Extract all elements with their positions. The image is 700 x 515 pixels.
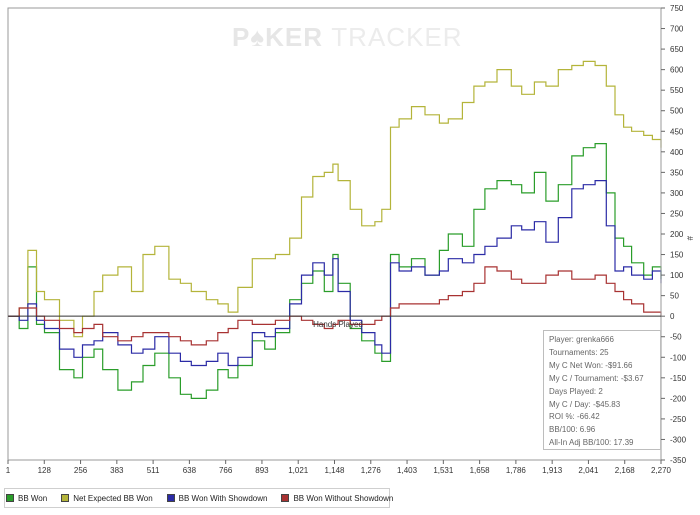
y-tick-label: 750 (670, 4, 684, 13)
legend-item-bb-won[interactable]: BB Won (6, 494, 47, 503)
y-tick-label: 700 (670, 25, 684, 34)
x-tick-label: 638 (183, 466, 197, 475)
y-tick-label: 200 (670, 230, 684, 239)
x-tick-label: 256 (74, 466, 88, 475)
y-tick-label: 450 (670, 127, 684, 136)
stat-days-played: Days Played: 2 (549, 386, 603, 396)
series-line-3 (8, 266, 662, 346)
legend-swatch-without-showdown (281, 494, 290, 502)
x-tick-label: 2,041 (578, 466, 599, 475)
x-tick-label: 128 (38, 466, 52, 475)
legend: BB Won Net Expected BB Won BB Won With S… (6, 490, 407, 506)
x-tick-label: 511 (147, 466, 160, 475)
x-tick-label: 1,276 (361, 466, 382, 475)
axis-layer: 7507006506005505004504003503002502001501… (6, 4, 694, 475)
x-tick-label: 383 (110, 466, 124, 475)
x-tick-label: 1,658 (470, 466, 491, 475)
stat-allin-bb-per-100: All-In Adj BB/100: 17.39 (549, 438, 634, 448)
stat-tournaments: Tournaments: 25 (549, 347, 609, 357)
y-axis-label: # (685, 236, 694, 241)
y-tick-label: 550 (670, 86, 684, 95)
x-axis-label: Hands Played (313, 320, 363, 329)
x-tick-label: 893 (255, 466, 269, 475)
legend-swatch-bb-won (6, 494, 14, 502)
y-tick-label: 650 (670, 45, 684, 54)
y-tick-label: 100 (670, 271, 684, 280)
y-tick-label: -100 (670, 353, 687, 362)
stat-per-tournament: My C / Tournament: -$3.67 (549, 373, 644, 383)
poker-tracker-watermark: P♠KER TRACKER (232, 22, 463, 52)
series-layer (8, 60, 662, 399)
x-tick-label: 1,403 (397, 466, 418, 475)
stat-roi: ROI %: -66.42 (549, 412, 600, 422)
legend-item-with-showdown[interactable]: BB Won With Showdown (166, 493, 268, 503)
stat-per-day: My C / Day: -$45.83 (549, 399, 621, 409)
y-tick-label: 250 (670, 209, 684, 218)
y-tick-label: -300 (670, 435, 687, 444)
y-tick-label: 600 (670, 66, 684, 75)
x-tick-label: 2,168 (615, 466, 636, 475)
legend-label-bb-won: BB Won (18, 493, 48, 503)
stat-net-won: My C Net Won: -$91.66 (549, 360, 633, 370)
legend-item-net-expected[interactable]: Net Expected BB Won (61, 493, 153, 503)
stat-player: Player: grenka666 (549, 335, 614, 344)
stats-panel: Player: grenka666 Tournaments: 25 My C N… (543, 330, 661, 450)
legend-item-without-showdown[interactable]: BB Won Without Showdown (281, 494, 393, 503)
y-tick-label: -200 (670, 394, 687, 403)
x-tick-label: 1,913 (542, 466, 563, 475)
x-tick-label: 766 (219, 466, 233, 475)
y-tick-label: 0 (670, 312, 675, 321)
y-tick-label: 300 (670, 189, 684, 198)
legend-label-net-expected: Net Expected BB Won (73, 493, 153, 503)
stat-bb-per-100: BB/100: 6.96 (549, 425, 596, 435)
legend-frame (4, 488, 390, 508)
x-tick-label: 1,148 (324, 466, 345, 475)
y-tick-label: 350 (670, 168, 684, 177)
y-tick-label: -150 (670, 374, 687, 383)
y-tick-label: -50 (670, 333, 682, 342)
y-tick-label: 500 (670, 107, 684, 116)
legend-swatch-with-showdown (166, 494, 175, 502)
legend-label-with-showdown: BB Won With Showdown (178, 493, 268, 503)
series-line-1 (8, 60, 662, 338)
y-tick-label: 50 (670, 292, 679, 301)
x-tick-label: 1,531 (433, 466, 454, 475)
x-tick-label: 1 (6, 466, 11, 475)
y-tick-label: -250 (670, 415, 687, 424)
y-tick-label: -350 (670, 456, 687, 465)
y-tick-label: 400 (670, 148, 684, 157)
y-tick-label: 150 (670, 251, 684, 260)
x-tick-label: 1,021 (288, 466, 309, 475)
x-tick-label: 2,270 (651, 466, 672, 475)
legend-label-without-showdown: BB Won Without Showdown (293, 493, 394, 503)
x-tick-label: 1,786 (506, 466, 527, 475)
legend-swatch-net-expected (61, 494, 70, 502)
